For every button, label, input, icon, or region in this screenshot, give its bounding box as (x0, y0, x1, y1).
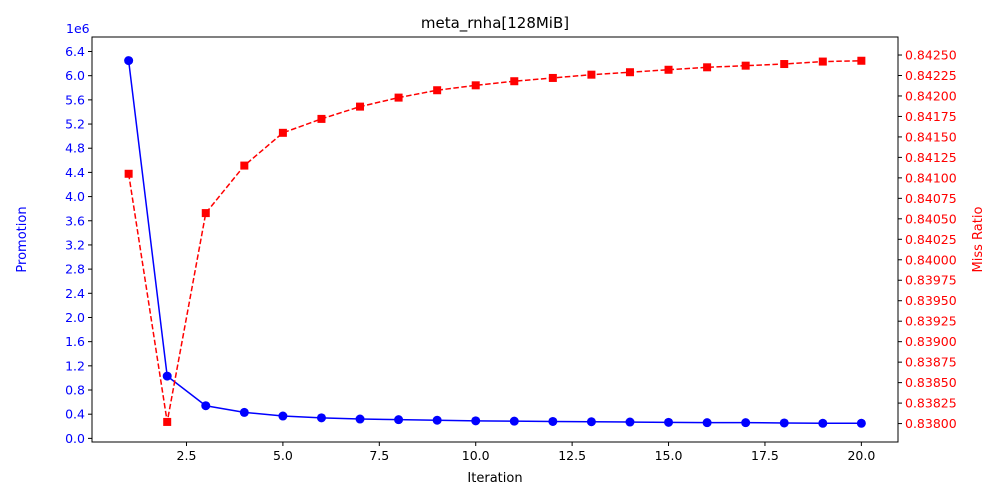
promotion-series-line (127, 60, 862, 425)
miss-ratio-point (163, 417, 172, 426)
y-right-tick-label: 0.83900 (905, 334, 957, 349)
miss-ratio-point (703, 63, 712, 72)
y-right-tick-label: 0.83925 (905, 314, 957, 329)
miss-ratio-point (780, 60, 789, 69)
promotion-point (124, 56, 134, 66)
miss-ratio-point (124, 169, 133, 178)
miss-ratio-point (741, 61, 750, 70)
promotion-point (586, 417, 596, 427)
miss-ratio-point (317, 114, 326, 123)
y-left-tick-label: 3.6 (65, 213, 85, 228)
y-left-tick-label: 6.0 (65, 68, 85, 83)
miss-ratio-point (394, 93, 403, 102)
miss-ratio-point (240, 161, 249, 170)
promotion-point (509, 416, 519, 426)
miss-ratio-point (278, 128, 287, 137)
y-left-tick-label: 5.2 (65, 117, 85, 132)
miss-ratio-point (664, 65, 673, 74)
y-right-tick-label: 0.83850 (905, 375, 957, 390)
promotion-point (702, 418, 712, 428)
promotion-point (548, 416, 558, 426)
miss-ratio-series-line (127, 60, 862, 423)
y-left-tick-label: 2.8 (65, 262, 85, 277)
promotion-point (741, 418, 751, 428)
y-left-tick-label: 0.4 (65, 407, 85, 422)
miss-ratio-point (587, 70, 596, 79)
y-right-tick-label: 0.83975 (905, 273, 957, 288)
series-layer (124, 56, 866, 428)
y-left-tick-label: 1.6 (65, 334, 85, 349)
y-left-tick-label: 5.6 (65, 92, 85, 107)
y-left-tick-label: 6.4 (65, 44, 85, 59)
y-right-tick-label: 0.84200 (905, 88, 957, 103)
x-tick-label: 7.5 (369, 448, 389, 463)
promotion-point (162, 371, 172, 381)
y-right-tick-label: 0.84075 (905, 191, 957, 206)
promotion-point (239, 407, 249, 417)
promotion-point (625, 417, 635, 427)
x-tick-label: 10.0 (462, 448, 490, 463)
x-tick-label: 5.0 (273, 448, 293, 463)
y-left-tick-label: 4.0 (65, 189, 85, 204)
miss-ratio-point (625, 68, 634, 77)
promotion-point (818, 418, 828, 428)
y-right-tick-label: 0.84050 (905, 211, 957, 226)
y-right-tick-label: 0.84100 (905, 170, 957, 185)
promotion-point (278, 411, 288, 421)
plot-frame (91, 36, 899, 443)
promotion-point (355, 414, 365, 424)
y-left-tick-label: 4.4 (65, 165, 85, 180)
x-axis-label: Iteration (467, 471, 522, 486)
promotion-point (856, 418, 866, 428)
y-right-tick-label: 0.83825 (905, 396, 957, 411)
y-left-tick-label: 3.2 (65, 237, 85, 252)
y-left-tick-label: 0.8 (65, 383, 85, 398)
promotion-point (432, 415, 442, 425)
chart-title: meta_rnha[128MiB] (421, 14, 569, 33)
y-right-tick-label: 0.84125 (905, 150, 957, 165)
miss-ratio-point (356, 102, 365, 111)
y-right-tick-label: 0.84175 (905, 109, 957, 124)
miss-ratio-point (433, 86, 442, 95)
promotion-point (316, 413, 326, 423)
x-tick-label: 12.5 (558, 448, 586, 463)
y-left-offset-label: 1e6 (66, 21, 90, 36)
y-left-tick-label: 2.4 (65, 286, 85, 301)
y-left-tick-label: 2.0 (65, 310, 85, 325)
y-right-tick-label: 0.83875 (905, 355, 957, 370)
y-left-tick-label: 1.2 (65, 358, 85, 373)
promotion-point (664, 417, 674, 427)
y-right-tick-label: 0.84150 (905, 129, 957, 144)
y-right-tick-label: 0.84000 (905, 252, 957, 267)
y-right-axis-label: Miss Ratio (971, 207, 986, 273)
miss-ratio-point (548, 73, 557, 82)
y-left-tick-label: 4.8 (65, 141, 85, 156)
promotion-point (394, 415, 404, 425)
y-left-axis-label: Promotion (15, 206, 30, 272)
promotion-point (779, 418, 789, 428)
y-right-tick-label: 0.84025 (905, 232, 957, 247)
x-tick-label: 20.0 (847, 448, 875, 463)
miss-ratio-point (857, 56, 866, 65)
axes-layer: 2.5 5.0 7.5 10.0 12.5 15.0 17.5 20.0 0.0 0.4 0.8 1.… (65, 44, 957, 463)
y-right-tick-label: 0.84225 (905, 68, 957, 83)
miss-ratio-point (471, 81, 480, 90)
y-right-tick-label: 0.84250 (905, 48, 957, 63)
y-left-tick-label: 0.0 (65, 431, 85, 446)
y-right-tick-label: 0.83950 (905, 293, 957, 308)
y-right-tick-label: 0.83800 (905, 416, 957, 431)
x-tick-label: 15.0 (655, 448, 683, 463)
miss-ratio-point (201, 209, 210, 218)
miss-ratio-point (510, 77, 519, 86)
x-tick-label: 2.5 (177, 448, 197, 463)
x-tick-label: 17.5 (751, 448, 779, 463)
miss-ratio-point (818, 57, 827, 66)
promotion-point (201, 401, 211, 411)
promotion-point (471, 416, 481, 426)
